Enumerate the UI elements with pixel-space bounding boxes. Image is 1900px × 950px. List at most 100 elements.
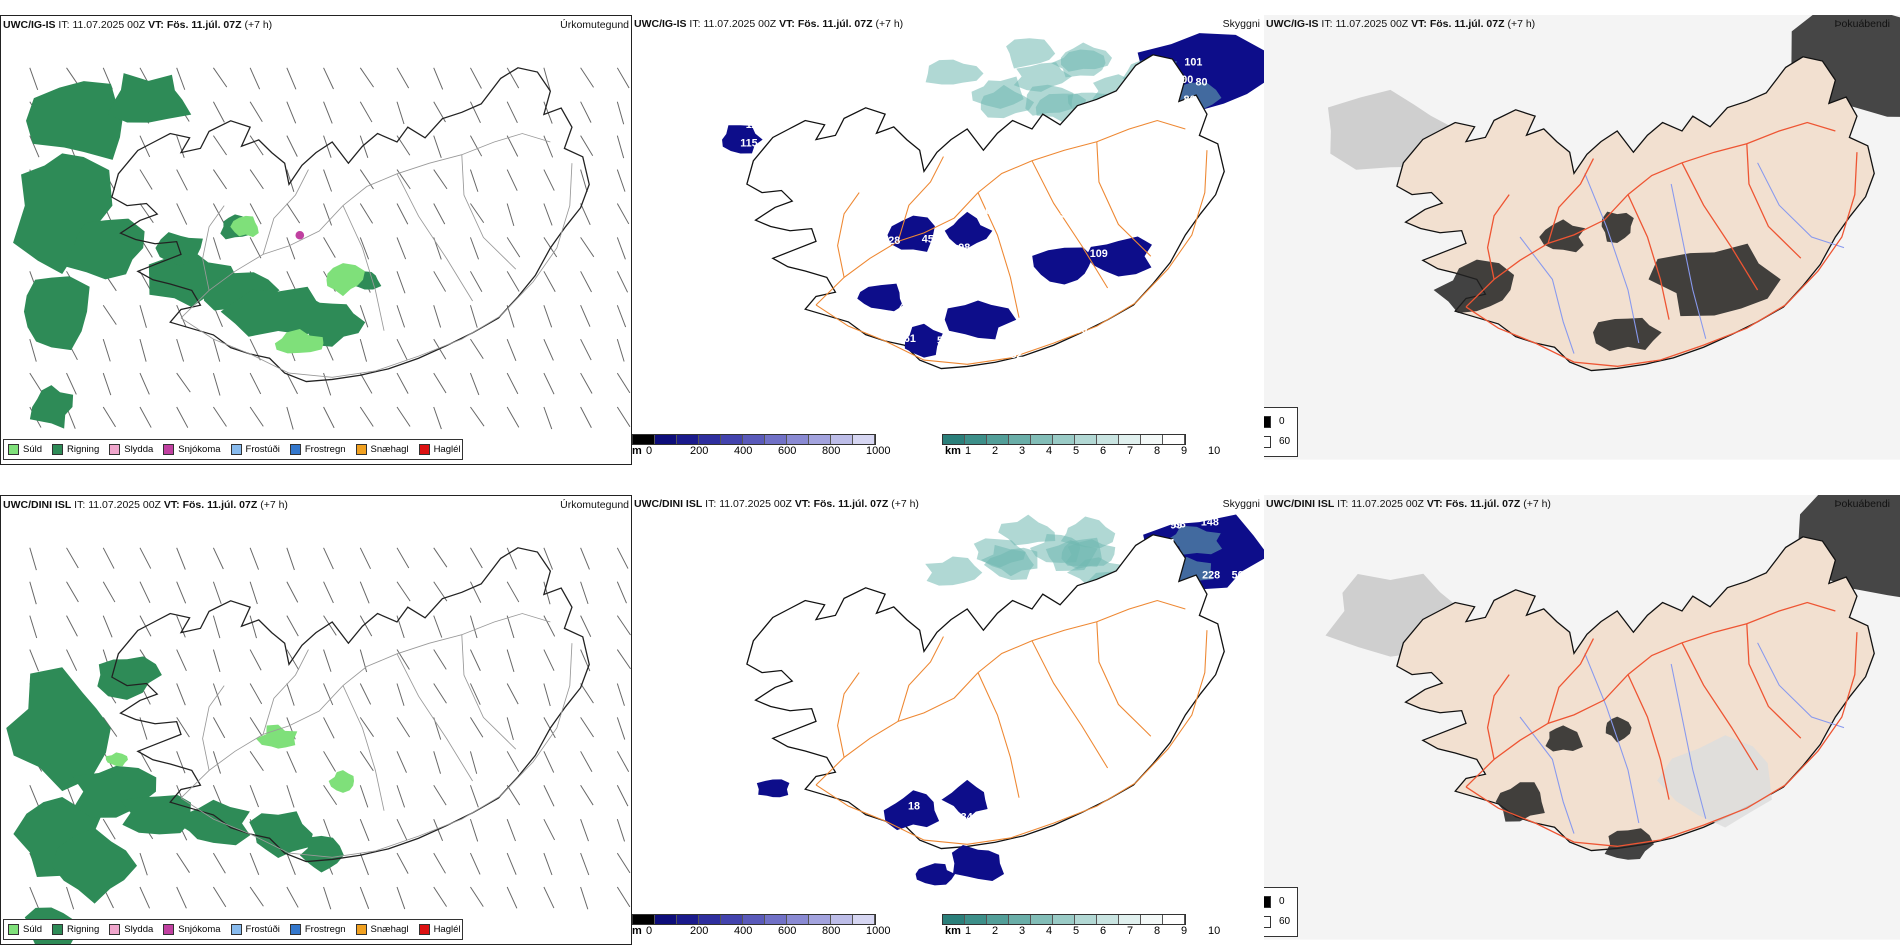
wind-barb (359, 683, 372, 705)
wind-barb (359, 581, 370, 604)
colorbar-swatch (765, 915, 787, 924)
fog-area (1539, 219, 1586, 253)
low-visibility-area (980, 84, 1035, 119)
wind-barb (433, 406, 442, 430)
colorbar-swatch (1163, 915, 1185, 924)
colorbar-tick: 600 (778, 925, 797, 937)
wind-barb (29, 785, 40, 808)
cloud-base-label: 101 (1184, 57, 1202, 69)
road-line (180, 613, 551, 799)
wind-barb (543, 785, 555, 807)
fog-scale-swatch (1264, 896, 1271, 908)
colorbar-swatch (655, 915, 677, 924)
wind-barb (139, 547, 152, 569)
river-line (1584, 653, 1640, 824)
colorbar-swatch (1119, 435, 1141, 444)
fog-area (1657, 735, 1772, 828)
road-line (815, 119, 1186, 306)
map-layer (13, 67, 631, 430)
wind-barb (176, 683, 186, 706)
wind-barb (286, 135, 298, 157)
panel-header: UWC/DINI ISL IT: 11.07.2025 00Z VT: Fös.… (634, 498, 919, 510)
wind-barb (286, 372, 298, 395)
wind-barb (543, 852, 553, 876)
wind-barb (616, 717, 626, 740)
road-line (1681, 642, 1759, 771)
cloud-base-label: 30 (1047, 313, 1059, 325)
wind-barb (433, 784, 447, 806)
wind-barb (176, 615, 186, 638)
wind-barb (323, 237, 336, 258)
legend-swatch (230, 444, 242, 455)
wind-barb (323, 886, 332, 910)
wind-barb (433, 305, 442, 328)
wind-barb (176, 67, 186, 90)
road-line (1746, 623, 1802, 739)
wind-barb (212, 581, 222, 604)
wind-barb (286, 547, 295, 571)
wind-barb (359, 547, 371, 569)
low-cloud-area (944, 300, 1017, 340)
wind-barb (286, 886, 299, 908)
road-line (815, 150, 1208, 365)
wind-barb (396, 406, 411, 427)
river-line (1519, 236, 1575, 354)
cloud-base-label: 50 (866, 800, 878, 812)
wind-barb (176, 886, 187, 909)
colorbar-tick: 7 (1127, 925, 1134, 937)
wind-barb (580, 305, 591, 327)
wind-barb (286, 406, 294, 430)
wind-barb (543, 305, 553, 328)
wind-barb (66, 547, 79, 569)
road-line (1547, 638, 1595, 724)
road-line (837, 192, 860, 278)
road-line (1031, 160, 1109, 289)
wind-barb (506, 547, 517, 570)
legend-swatch (52, 444, 64, 455)
road-line (202, 685, 225, 771)
rain-area (13, 153, 113, 274)
colorbar-tick: 1 (965, 925, 972, 937)
wind-barb (396, 101, 405, 125)
colorbar-swatch (1031, 915, 1053, 924)
wind-barb (323, 169, 333, 192)
fog-index-map-bottom: UWC/DINI ISL IT: 11.07.2025 00Z VT: Fös.… (1264, 495, 1900, 945)
rain-area (107, 73, 192, 123)
wind-barb (616, 67, 630, 89)
wind-barb (176, 305, 187, 327)
wind-barb (359, 135, 369, 158)
wind-barb (506, 305, 515, 328)
wind-barb (249, 406, 264, 427)
wind-barb (506, 372, 519, 395)
cloud-base-label: 39 (1006, 248, 1018, 260)
wind-barb (286, 751, 297, 773)
low-cloud-area (944, 211, 993, 249)
wind-barb (396, 338, 408, 361)
wind-barb (616, 649, 631, 670)
wind-barb (286, 203, 301, 224)
wind-barb (506, 818, 516, 842)
field-name: Þokuábendi (1834, 18, 1890, 30)
wind-barb (249, 886, 264, 907)
wind-barb (176, 852, 190, 873)
wind-barb (29, 135, 40, 158)
colorbar-tick: 3 (1019, 925, 1026, 937)
wind-barb (323, 67, 334, 90)
wind-barb (286, 169, 295, 192)
wind-barb (506, 67, 520, 89)
drizzle-area (328, 770, 355, 793)
cloud-base-label: 66 (1078, 340, 1090, 352)
legend-swatch (289, 924, 301, 935)
wind-barb (469, 372, 480, 396)
cloud-base-label: 50 (1075, 324, 1087, 336)
wind-barb (506, 101, 518, 124)
wind-barb (506, 169, 518, 191)
wind-barb (506, 406, 520, 428)
wind-barb (29, 615, 38, 639)
road-line (977, 192, 1020, 318)
map-layer (1264, 15, 1900, 460)
colorbar-tick: 4 (1046, 445, 1053, 457)
wind-barb (66, 372, 77, 395)
colorbar-swatch (987, 435, 1009, 444)
